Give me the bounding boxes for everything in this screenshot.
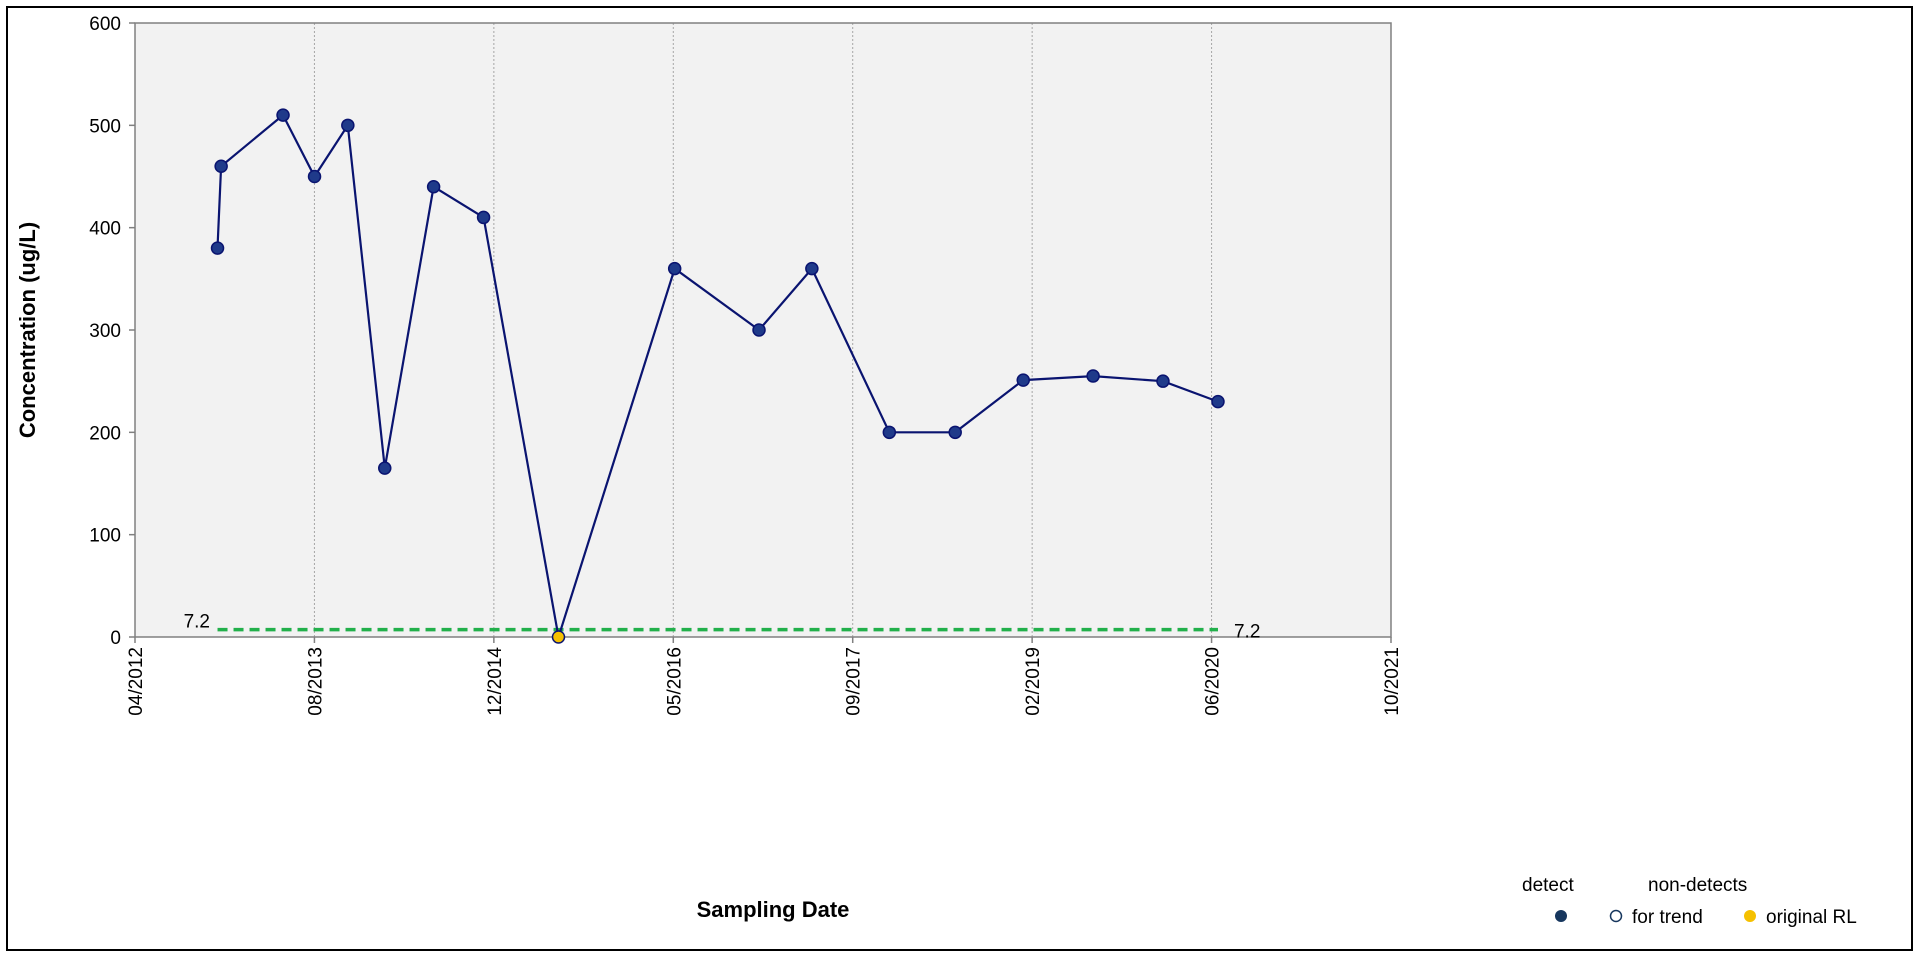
data-point — [948, 425, 962, 440]
data-point — [1016, 373, 1030, 387]
x-tick-label: 05/2016 — [664, 647, 685, 716]
x-tick-label: 09/2017 — [844, 647, 865, 716]
data-point — [378, 461, 392, 475]
legend-for-trend-marker — [1609, 909, 1623, 923]
y-tick-label: 400 — [89, 219, 121, 240]
plot-border — [134, 22, 1392, 638]
data-point — [307, 169, 322, 184]
gridlines — [129, 22, 1392, 643]
y-tick-label: 100 — [89, 526, 121, 547]
legend-original-rl-label: original RL — [1766, 907, 1857, 928]
data-point — [805, 261, 819, 276]
legend-detect-marker — [1555, 910, 1567, 922]
data-point — [476, 210, 491, 225]
data-point — [210, 241, 225, 255]
data-point — [1211, 394, 1225, 409]
x-tick-label: 10/2021 — [1382, 647, 1403, 716]
reference-label-left: 7.2 — [184, 612, 210, 633]
data-point — [1156, 374, 1170, 388]
data-point — [1086, 369, 1100, 383]
x-tick-label: 12/2014 — [485, 647, 506, 716]
series-line — [216, 113, 1219, 638]
y-tick-label: 600 — [89, 14, 121, 35]
data-point — [214, 159, 228, 174]
x-axis-title: Sampling Date — [697, 897, 850, 922]
reference-line-group: 7.2 7.2 — [184, 612, 1261, 643]
x-tick-label: 06/2020 — [1203, 647, 1224, 716]
data-point — [426, 179, 441, 194]
y-tick-label: 0 — [110, 628, 121, 649]
data-point — [341, 118, 355, 133]
legend-for-trend-label: for trend — [1632, 907, 1703, 928]
legend-original-rl-marker — [1744, 910, 1756, 922]
y-tick-labels: 0 100 200 300 400 500 600 — [89, 14, 121, 649]
x-tick-label: 08/2013 — [305, 647, 326, 716]
y-tick-label: 300 — [89, 321, 121, 342]
data-point — [882, 425, 897, 440]
x-tick-label: 02/2019 — [1023, 647, 1044, 716]
axes — [134, 22, 1392, 638]
y-axis-title: Concentration (ug/L) — [15, 222, 40, 438]
y-tick-label: 500 — [89, 116, 121, 137]
x-tick-labels: 04/2012 08/2013 12/2014 05/2016 09/2017 02/20… — [126, 647, 1403, 716]
nondetect-point — [551, 630, 566, 644]
data-point — [276, 108, 290, 122]
series-group — [210, 108, 1225, 644]
data-point — [667, 261, 682, 276]
y-tick-label: 200 — [89, 423, 121, 444]
legend-detect-heading: detect — [1522, 875, 1574, 896]
x-tick-label: 04/2012 — [126, 647, 147, 716]
reference-label-right: 7.2 — [1234, 622, 1260, 643]
legend: detect non-detects for trend original RL — [1522, 875, 1857, 928]
legend-nondetect-heading: non-detects — [1648, 875, 1747, 896]
data-point — [752, 323, 766, 337]
